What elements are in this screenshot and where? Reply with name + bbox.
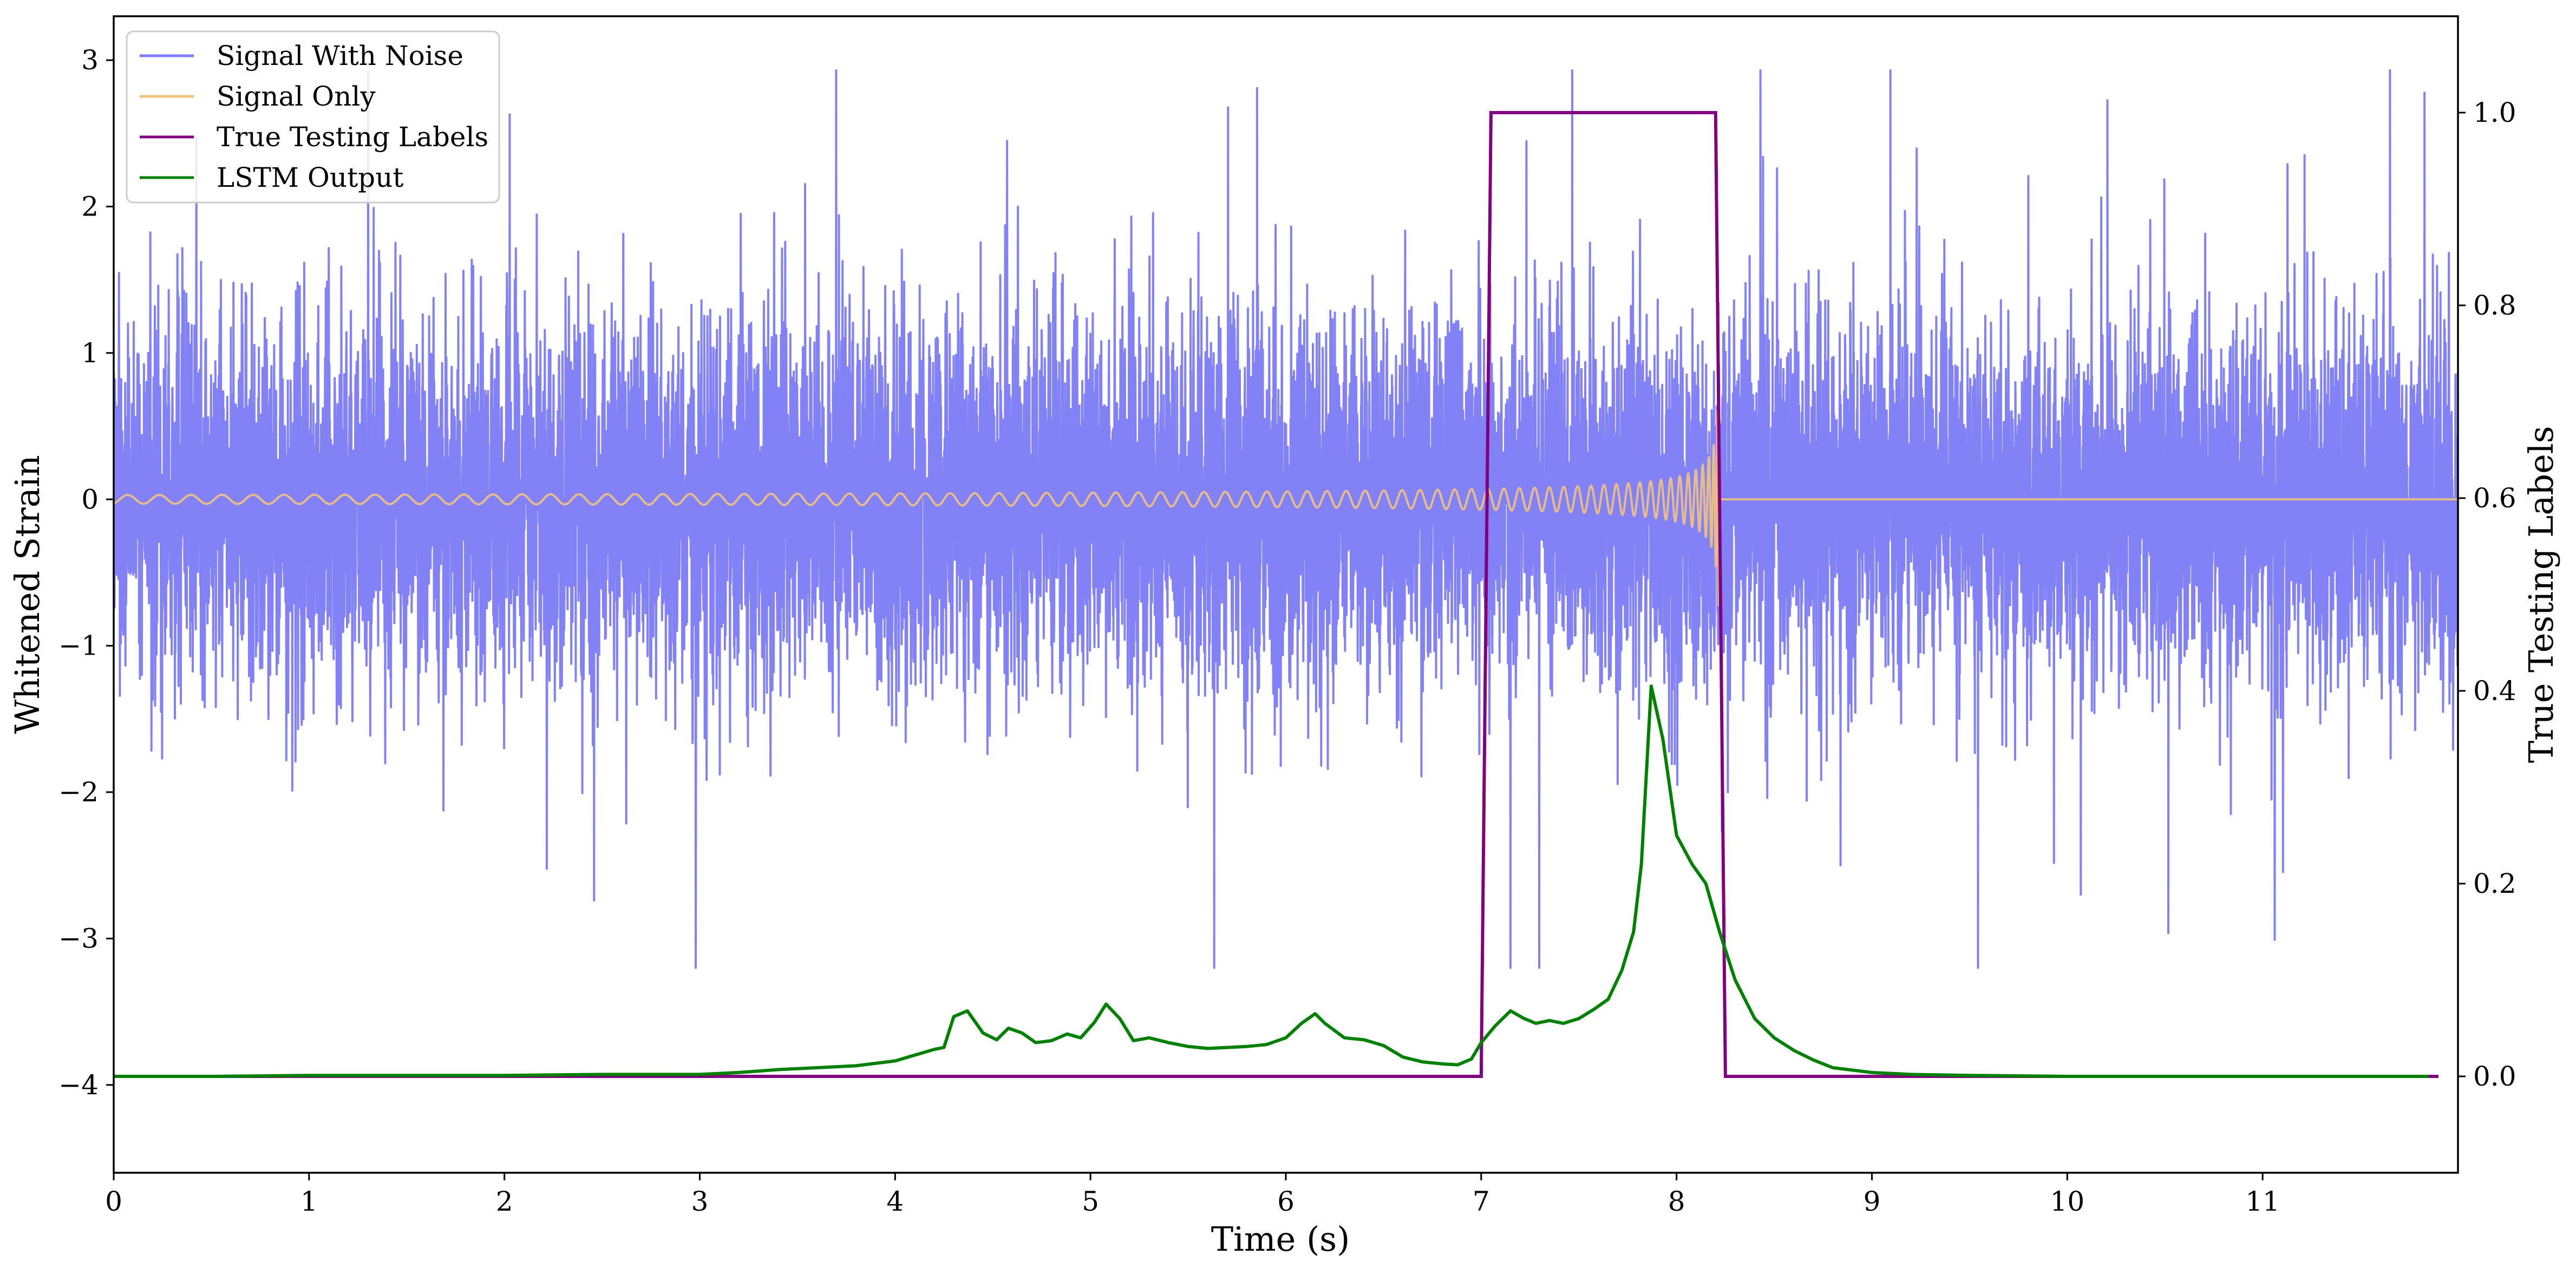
left-y-tick-label: −4 bbox=[58, 1069, 99, 1101]
legend-entry-signal-only: Signal Only bbox=[140, 81, 376, 112]
x-tick-label: 11 bbox=[2245, 1186, 2280, 1217]
x-tick-label: 10 bbox=[2050, 1186, 2085, 1217]
legend-label: LSTM Output bbox=[217, 162, 403, 193]
x-axis-label: Time (s) bbox=[1211, 1219, 1350, 1259]
right-y-axis-label: True Testing Labels bbox=[2521, 426, 2561, 763]
x-tick-label: 3 bbox=[691, 1186, 709, 1217]
lstm-output-line bbox=[114, 684, 2429, 1078]
x-tick-label: 4 bbox=[886, 1186, 904, 1217]
x-tick-label: 0 bbox=[105, 1186, 122, 1217]
right-y-axis-ticks: 0.0 0.2 0.4 0.6 0.8 1.0 bbox=[2458, 97, 2516, 1092]
left-y-axis-label: Whitened Strain bbox=[8, 455, 47, 734]
x-tick-label: 8 bbox=[1668, 1186, 1685, 1217]
signal-only-line bbox=[114, 410, 2458, 606]
legend-entry-lstm-output: LSTM Output bbox=[140, 162, 403, 193]
x-tick-label: 1 bbox=[300, 1186, 318, 1217]
true-testing-labels-line bbox=[114, 111, 2438, 1078]
x-tick-label: 7 bbox=[1473, 1186, 1490, 1217]
left-y-tick-label: −1 bbox=[58, 630, 99, 662]
right-y-tick-label: 0.8 bbox=[2473, 290, 2516, 321]
x-axis-ticks: 0 1 2 3 4 5 6 7 8 9 10 11 bbox=[105, 1173, 2280, 1217]
right-y-tick-label: 0.4 bbox=[2473, 675, 2516, 707]
left-y-tick-label: −3 bbox=[58, 923, 99, 954]
left-y-tick-label: 0 bbox=[81, 484, 99, 515]
left-y-axis-ticks: −4 −3 −2 −1 0 1 2 3 bbox=[58, 44, 114, 1101]
signal-only-series bbox=[114, 410, 2458, 606]
left-y-tick-label: 1 bbox=[81, 337, 99, 369]
true-testing-labels-series bbox=[114, 111, 2438, 1078]
legend-frame bbox=[126, 30, 500, 204]
legend-label: True Testing Labels bbox=[217, 121, 488, 153]
x-tick-label: 2 bbox=[496, 1186, 513, 1217]
legend-label: Signal Only bbox=[217, 81, 376, 112]
right-y-tick-label: 0.6 bbox=[2473, 482, 2516, 514]
x-tick-label: 5 bbox=[1082, 1186, 1099, 1217]
left-y-tick-label: 3 bbox=[81, 44, 99, 76]
lstm-output-series bbox=[114, 684, 2429, 1078]
left-y-tick-label: 2 bbox=[81, 191, 99, 222]
legend: Signal With Noise Signal Only True Testi… bbox=[126, 30, 500, 204]
legend-entry-true-testing-labels: True Testing Labels bbox=[140, 121, 488, 153]
right-y-tick-label: 0.0 bbox=[2473, 1061, 2516, 1092]
legend-label: Signal With Noise bbox=[217, 40, 463, 71]
legend-entry-signal-with-noise: Signal With Noise bbox=[140, 40, 463, 71]
plot-area bbox=[114, 69, 2458, 1078]
left-y-tick-label: −2 bbox=[58, 776, 99, 808]
x-tick-label: 6 bbox=[1277, 1186, 1294, 1217]
signal-with-noise-line bbox=[114, 69, 2458, 969]
right-y-tick-label: 1.0 bbox=[2473, 97, 2516, 128]
signal-with-noise-series bbox=[114, 69, 2458, 969]
x-tick-label: 9 bbox=[1864, 1186, 1881, 1217]
right-y-tick-label: 0.2 bbox=[2473, 868, 2516, 899]
